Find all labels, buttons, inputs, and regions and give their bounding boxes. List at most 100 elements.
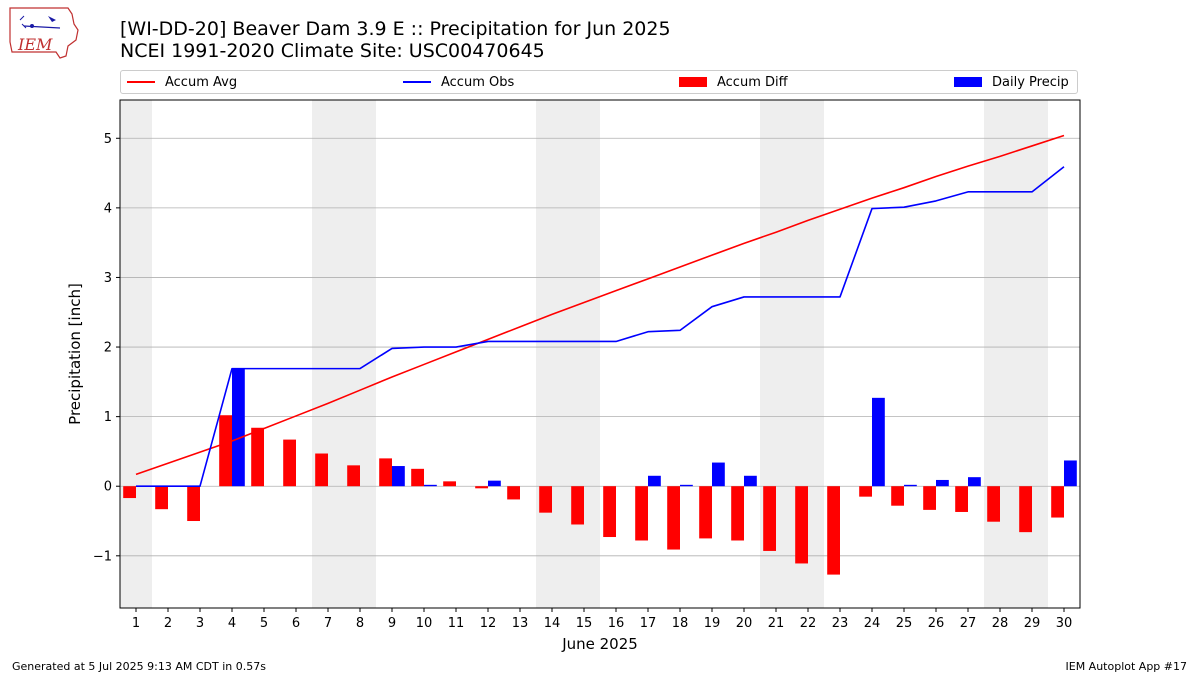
accum-diff-bar-14 <box>539 486 552 513</box>
legend-label-accum-diff: Accum Diff <box>717 74 788 90</box>
chart-subtitle: NCEI 1991-2020 Climate Site: USC00470645 <box>120 40 545 62</box>
daily-precip-bar-24 <box>872 397 885 487</box>
daily-precip-bar-20 <box>744 475 757 487</box>
accum-diff-bar-20 <box>731 486 744 541</box>
x-tick-label-12: 12 <box>480 616 497 631</box>
legend-item-accum-avg: Accum Avg <box>127 71 237 93</box>
x-tick-label-4: 4 <box>228 616 236 631</box>
accum-diff-bar-28 <box>987 486 1000 522</box>
accum-diff-bar-23 <box>827 486 840 575</box>
accum-diff-bar-3 <box>187 486 200 522</box>
legend-swatch-accum-diff <box>679 77 707 87</box>
accum-diff-bar-8 <box>347 465 360 487</box>
accum-diff-bar-11 <box>443 481 456 487</box>
daily-precip-bar-12 <box>488 480 501 487</box>
daily-precip-bar-26 <box>936 479 949 487</box>
legend: Accum Avg Accum Obs Accum Diff Daily Pre… <box>120 70 1078 94</box>
accum-diff-bar-19 <box>699 486 712 539</box>
y-tick-label-5: 5 <box>104 132 112 147</box>
y-tick-label-3: 3 <box>104 271 112 286</box>
weekend-shade-4 <box>984 100 1048 608</box>
iem-logo-icon: IEM <box>9 7 79 59</box>
x-tick-label-14: 14 <box>544 616 561 631</box>
accum-diff-bar-6 <box>283 439 296 487</box>
x-tick-label-7: 7 <box>324 616 332 631</box>
x-tick-label-6: 6 <box>292 616 300 631</box>
x-tick-label-11: 11 <box>448 616 465 631</box>
accum-diff-bar-18 <box>667 486 680 550</box>
x-tick-label-25: 25 <box>896 616 913 631</box>
accum-diff-bar-29 <box>1019 486 1032 533</box>
chart-title: [WI-DD-20] Beaver Dam 3.9 E :: Precipita… <box>120 18 671 40</box>
legend-label-daily-precip: Daily Precip <box>992 74 1069 90</box>
plot-frame <box>119 99 1081 609</box>
x-tick-label-8: 8 <box>356 616 364 631</box>
y-tick-label-2: 2 <box>104 341 112 356</box>
accum-obs-line <box>136 166 1065 488</box>
daily-precip-bar-4 <box>232 368 245 487</box>
legend-item-accum-diff: Accum Diff <box>679 71 788 93</box>
x-tick-label-26: 26 <box>928 616 945 631</box>
footer-generated: Generated at 5 Jul 2025 9:13 AM CDT in 0… <box>12 660 266 673</box>
x-tick-label-17: 17 <box>640 616 657 631</box>
accum-diff-bar-30 <box>1051 486 1064 518</box>
y-tick-label--1: −1 <box>93 549 112 564</box>
x-tick-label-21: 21 <box>768 616 785 631</box>
x-tick-label-30: 30 <box>1056 616 1073 631</box>
x-tick-label-1: 1 <box>132 616 140 631</box>
daily-precip-bar-30 <box>1064 460 1077 487</box>
accum-diff-bar-21 <box>763 486 776 551</box>
accum-diff-bar-15 <box>571 486 584 525</box>
x-tick-label-20: 20 <box>736 616 753 631</box>
x-tick-label-19: 19 <box>704 616 721 631</box>
x-tick-label-28: 28 <box>992 616 1009 631</box>
weekend-shade-1 <box>312 100 376 608</box>
legend-swatch-accum-avg <box>127 81 155 83</box>
x-tick-label-24: 24 <box>864 616 881 631</box>
accum-diff-bar-26 <box>923 486 936 510</box>
x-tick-label-3: 3 <box>196 616 204 631</box>
accum-diff-bar-22 <box>795 486 808 564</box>
y-tick-label-4: 4 <box>104 201 112 216</box>
x-axis-label: June 2025 <box>561 635 638 653</box>
accum-diff-bar-25 <box>891 486 904 506</box>
daily-precip-bar-18 <box>680 484 693 487</box>
daily-precip-bar-25 <box>904 484 917 487</box>
y-tick-label-1: 1 <box>104 410 112 425</box>
y-axis-label: Precipitation [inch] <box>66 283 84 425</box>
accum-diff-bar-5 <box>251 427 264 487</box>
accum-diff-bar-12 <box>475 486 488 489</box>
x-tick-label-27: 27 <box>960 616 977 631</box>
x-tick-label-23: 23 <box>832 616 849 631</box>
x-tick-label-10: 10 <box>416 616 433 631</box>
legend-item-accum-obs: Accum Obs <box>403 71 514 93</box>
legend-item-daily-precip: Daily Precip <box>954 71 1069 93</box>
accum-diff-bar-7 <box>315 453 328 487</box>
daily-precip-bar-9 <box>392 466 405 487</box>
daily-precip-bar-17 <box>648 475 661 487</box>
x-tick-label-16: 16 <box>608 616 625 631</box>
accum-avg-line <box>135 134 1065 476</box>
y-tick-label-0: 0 <box>104 480 112 495</box>
accum-diff-bar-16 <box>603 486 616 538</box>
daily-precip-bar-27 <box>968 477 981 487</box>
accum-diff-bar-4 <box>219 415 232 487</box>
legend-swatch-accum-obs <box>403 81 431 83</box>
daily-precip-bar-10 <box>424 484 437 487</box>
x-tick-label-29: 29 <box>1024 616 1041 631</box>
daily-precip-bar-19 <box>712 462 725 487</box>
legend-swatch-daily-precip <box>954 77 982 87</box>
accum-diff-bar-13 <box>507 486 520 500</box>
weekend-shade-2 <box>536 100 600 608</box>
accum-diff-bar-9 <box>379 458 392 487</box>
x-tick-label-2: 2 <box>164 616 172 631</box>
x-tick-label-15: 15 <box>576 616 593 631</box>
accum-diff-bar-17 <box>635 486 648 541</box>
accum-diff-bar-2 <box>155 486 168 510</box>
accum-diff-bar-27 <box>955 486 968 512</box>
x-tick-label-22: 22 <box>800 616 817 631</box>
accum-diff-bar-1 <box>123 486 136 499</box>
x-tick-label-5: 5 <box>260 616 268 631</box>
x-tick-label-13: 13 <box>512 616 529 631</box>
